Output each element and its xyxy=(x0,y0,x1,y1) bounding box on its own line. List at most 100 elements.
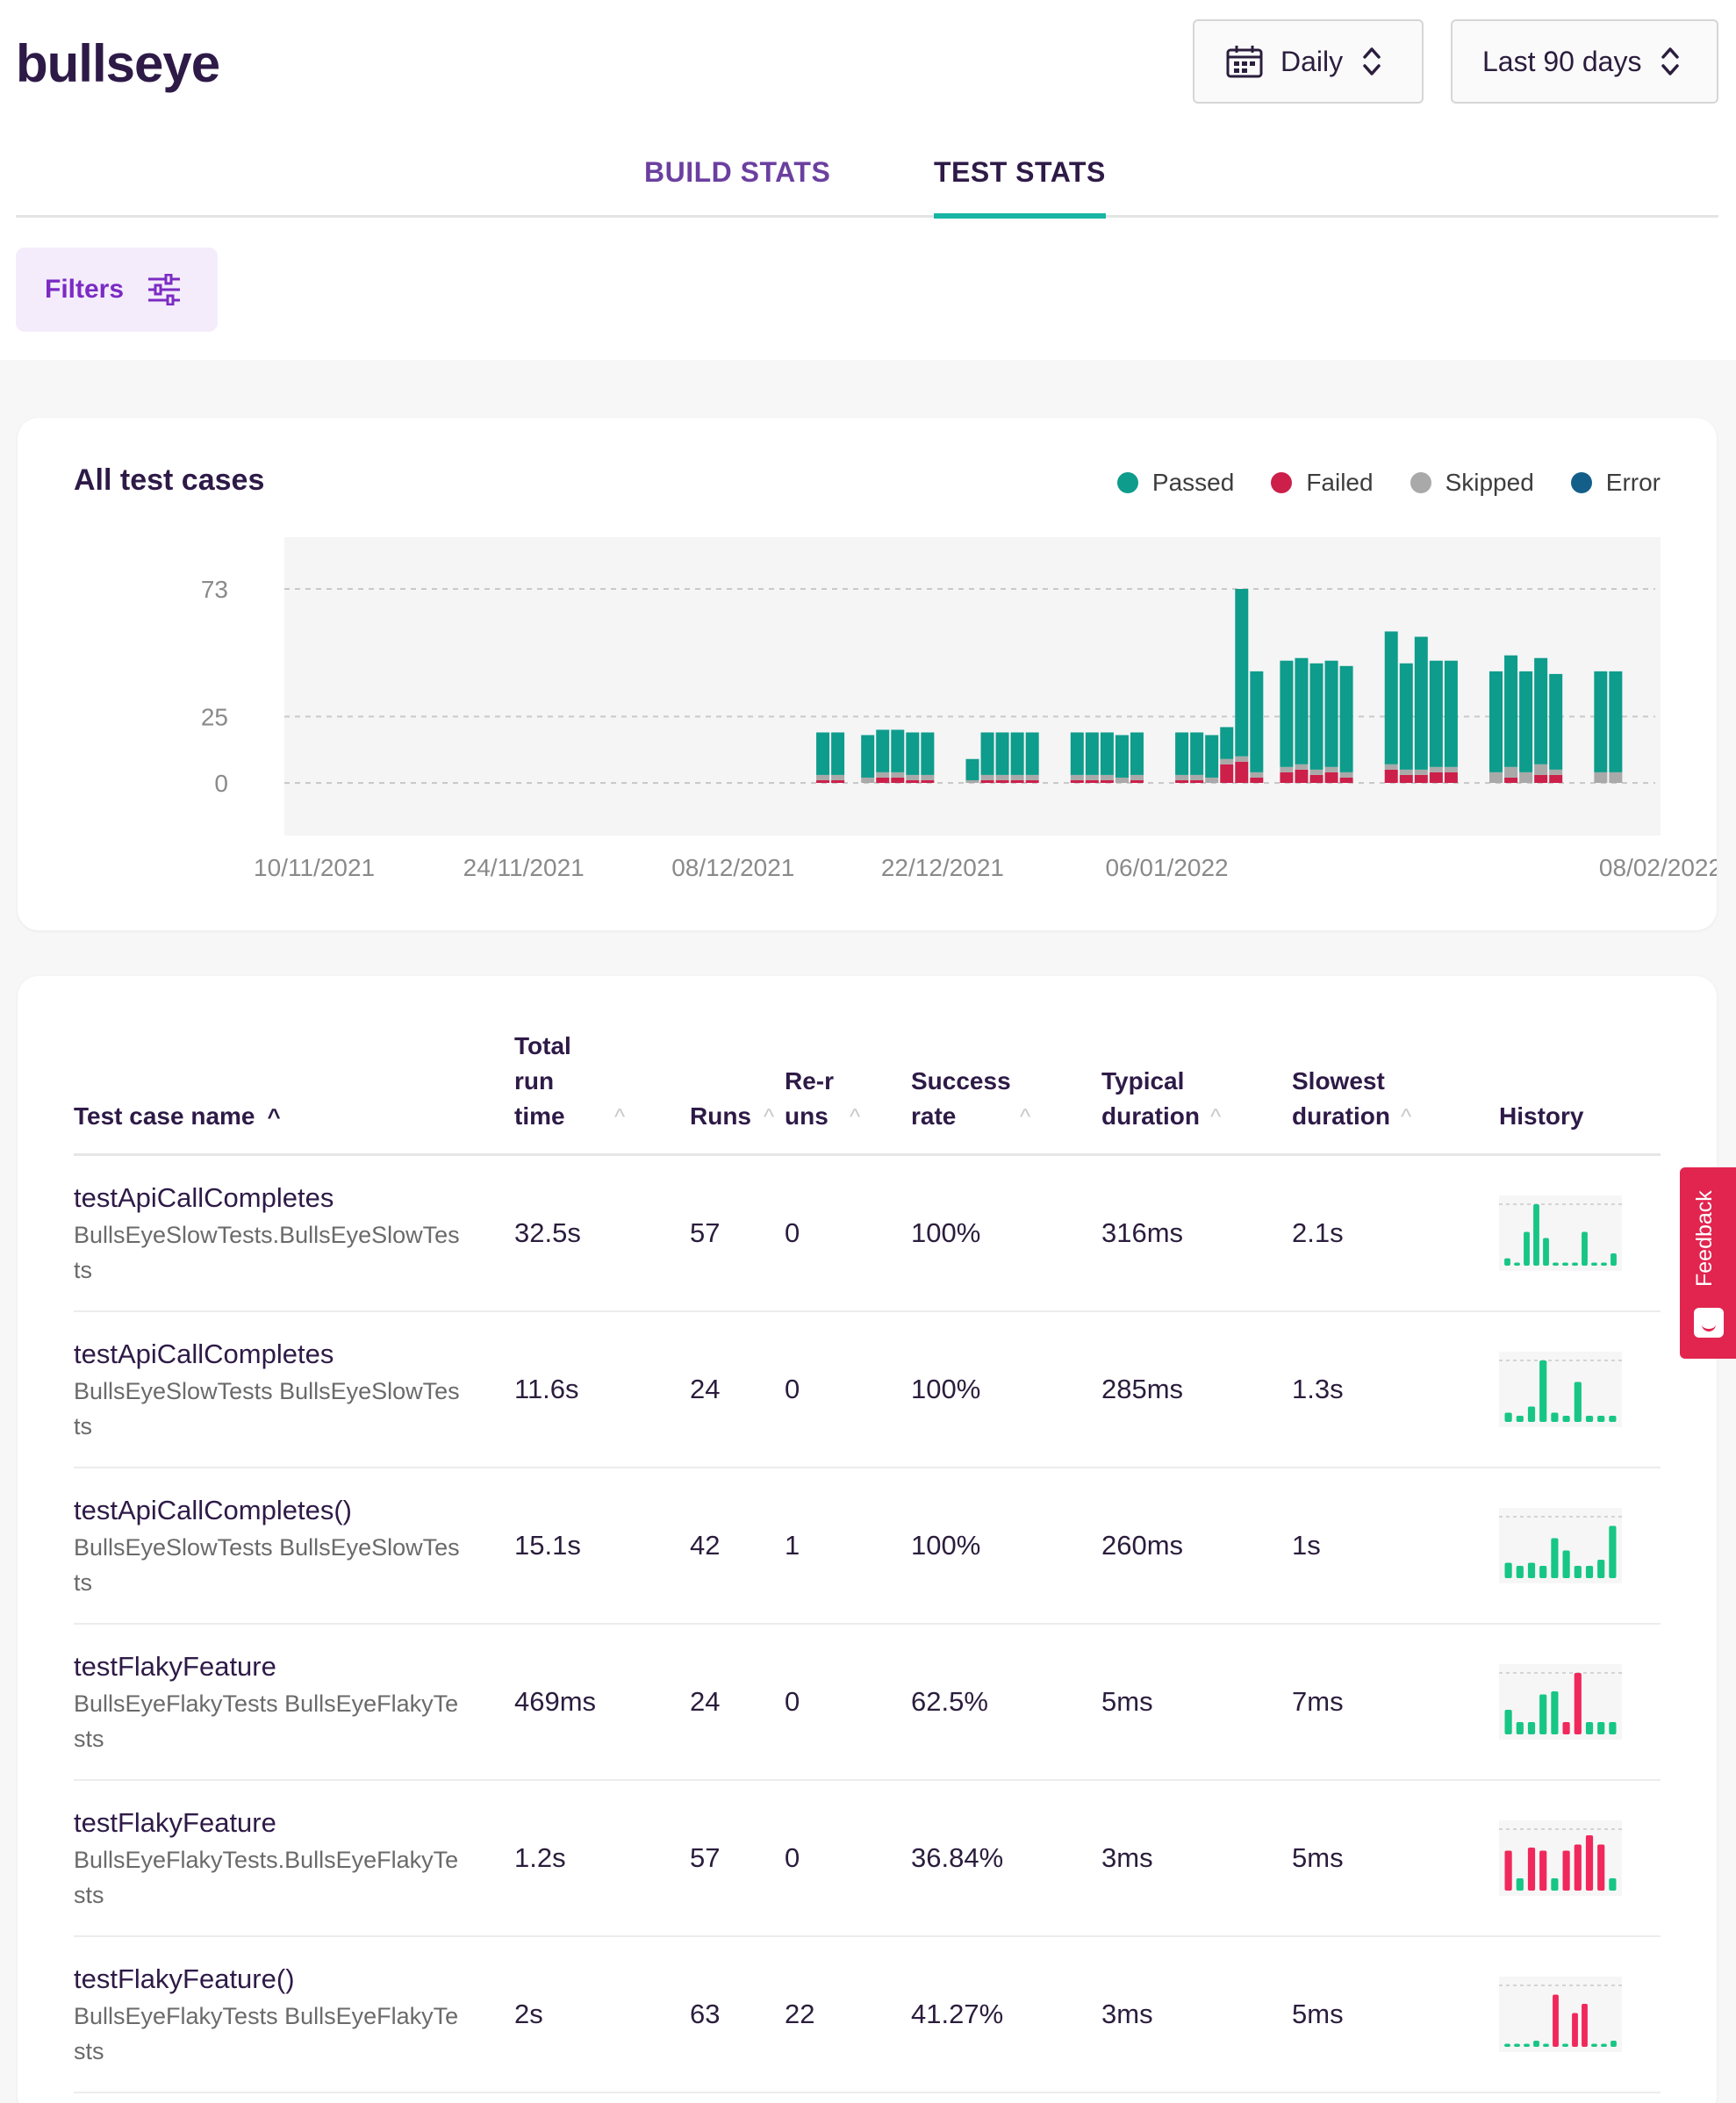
legend-dot xyxy=(1116,472,1138,493)
smiley-icon xyxy=(1694,1308,1724,1338)
feedback-tab[interactable]: Feedback xyxy=(1680,1167,1736,1359)
slowest-duration-cell: 7ms xyxy=(1292,1623,1499,1781)
history-bar-failed xyxy=(1574,1672,1582,1734)
bar-segment-passed xyxy=(1010,732,1024,775)
tab-build-stats[interactable]: BUILD STATS xyxy=(644,156,831,188)
bar-segment-skipped xyxy=(1175,774,1189,780)
table-row[interactable]: testFlakyFeature() BullsEyeFlakyTests Bu… xyxy=(74,1935,1661,2093)
test-suite-name: BullsEyeSlowTests BullsEyeSlowTests xyxy=(74,1377,460,1439)
bar-segment-failed xyxy=(1504,777,1518,783)
bar-segment-skipped xyxy=(906,774,920,780)
app-title: bullseye xyxy=(16,34,220,93)
table-row[interactable]: testApiCallCompletes() BullsEyeSlowTests… xyxy=(74,1467,1661,1625)
col-header-test-case-name[interactable]: Test case name ^ xyxy=(74,1029,514,1156)
typical-duration-cell: 3ms xyxy=(1101,1779,1292,1937)
filters-button-label: Filters xyxy=(45,275,125,304)
bar-segment-passed xyxy=(1489,671,1503,772)
bar-segment-skipped xyxy=(995,774,1009,780)
history-bar-passed xyxy=(1591,2043,1597,2047)
bar-segment-failed xyxy=(1100,779,1114,783)
runs-cell: 57 xyxy=(690,1154,785,1312)
col-header-slowest-duration[interactable]: Slowest duration ^ xyxy=(1292,1029,1499,1156)
bar-segment-failed xyxy=(831,779,845,783)
history-bar-passed xyxy=(1585,1415,1594,1422)
y-tick-label: 73 xyxy=(201,576,228,603)
bar-segment-skipped xyxy=(1429,766,1443,772)
bar-segment-skipped xyxy=(921,774,935,780)
history-bar-passed xyxy=(1609,1525,1617,1578)
legend-item-error[interactable]: Error xyxy=(1570,469,1661,497)
bar-segment-passed xyxy=(1070,732,1084,775)
history-bar-passed xyxy=(1533,2040,1539,2047)
sort-icon: ^ xyxy=(614,1103,626,1130)
bar-segment-skipped xyxy=(1489,772,1503,783)
history-sparkline[interactable] xyxy=(1499,1195,1622,1271)
filters-button[interactable]: Filters xyxy=(16,248,218,332)
history-sparkline[interactable] xyxy=(1499,1819,1622,1896)
bar-segment-skipped xyxy=(1309,769,1324,775)
legend-item-failed[interactable]: Failed xyxy=(1271,469,1374,497)
slowest-duration-cell: 2.1s xyxy=(1292,1154,1499,1312)
sliders-icon xyxy=(148,274,181,305)
bar-segment-passed xyxy=(1414,636,1428,770)
test-case-name-cell: testApiCallCompletes BullsEyeSlowTests.B… xyxy=(74,1154,514,1312)
interval-select[interactable]: Daily xyxy=(1193,19,1424,104)
history-bar-passed xyxy=(1562,1415,1570,1422)
history-sparkline[interactable] xyxy=(1499,1507,1622,1583)
table-row[interactable]: testApiCallCompletes BullsEyeSlowTests.B… xyxy=(74,1154,1661,1312)
x-tick-label: 22/12/2021 xyxy=(881,854,1004,881)
col-header-runs[interactable]: Runs ^ xyxy=(690,1029,785,1156)
bar-segment-skipped xyxy=(1444,766,1458,772)
bar-segment-failed xyxy=(1549,774,1563,783)
bar-segment-skipped xyxy=(1010,774,1024,780)
bar-segment-skipped xyxy=(1384,764,1398,770)
history-bar-passed xyxy=(1504,1709,1512,1734)
col-header-total-run-time[interactable]: Total run time ^ xyxy=(514,1029,690,1156)
col-header-typical-duration[interactable]: Typical duration ^ xyxy=(1101,1029,1292,1156)
test-case-name-cell: testFlakyFeature BullsEyeFlakyTests.Bull… xyxy=(74,1779,514,1937)
total-run-time-cell: 469ms xyxy=(514,1623,690,1781)
history-bar-passed xyxy=(1585,1565,1594,1578)
history-sparkline[interactable] xyxy=(1499,1351,1622,1427)
bar-segment-skipped xyxy=(1235,756,1249,762)
history-bar-passed xyxy=(1504,1412,1512,1422)
table-row[interactable]: testApiCallCompletes BullsEyeSlowTests B… xyxy=(74,1310,1661,1468)
col-header-label: Re-runs xyxy=(785,1067,835,1130)
date-range-select[interactable]: Last 90 days xyxy=(1451,19,1718,104)
test-suite-name: BullsEyeSlowTests.BullsEyeSlowTests xyxy=(74,1221,460,1283)
bar-segment-skipped xyxy=(1324,766,1338,772)
bar-segment-skipped xyxy=(1414,769,1428,775)
test-case-name[interactable]: testFlakyFeature xyxy=(74,1650,276,1682)
reruns-cell: 0 xyxy=(785,1310,911,1468)
test-case-name[interactable]: testApiCallCompletes xyxy=(74,1338,334,1369)
table-row[interactable]: testFlakyFeature BullsEyeFlakyTests Bull… xyxy=(74,1623,1661,1781)
runs-cell: 63 xyxy=(690,1935,785,2093)
history-bar-passed xyxy=(1597,1721,1605,1734)
success-rate-cell: 100% xyxy=(911,1467,1101,1625)
legend-item-skipped[interactable]: Skipped xyxy=(1410,469,1534,497)
col-header-success-rate[interactable]: Success rate ^ xyxy=(911,1029,1101,1156)
history-bar-failed xyxy=(1504,1850,1512,1891)
x-tick-label: 24/11/2021 xyxy=(463,854,585,881)
test-case-name[interactable]: testApiCallCompletes xyxy=(74,1181,334,1213)
stacked-bar-chart: 0 25 73 10/11/2021 24/11/2021 08/12/2021 22/12… xyxy=(201,537,1717,881)
tab-test-stats[interactable]: TEST STATS xyxy=(934,156,1106,219)
history-bar-passed xyxy=(1504,1562,1512,1578)
history-bar-passed xyxy=(1562,1262,1568,1266)
bar-segment-failed xyxy=(1130,779,1144,783)
test-cases-table: Test case name ^ Total run time ^ Runs ^ Re… xyxy=(74,1029,1661,2093)
test-case-name[interactable]: testFlakyFeature xyxy=(74,1806,276,1838)
reruns-cell: 1 xyxy=(785,1467,911,1625)
test-case-name[interactable]: testApiCallCompletes() xyxy=(74,1494,352,1525)
history-bar-passed xyxy=(1562,1550,1570,1578)
table-row[interactable]: testFlakyFeature BullsEyeFlakyTests.Bull… xyxy=(74,1779,1661,1937)
legend-item-passed[interactable]: Passed xyxy=(1116,469,1234,497)
history-bar-failed xyxy=(1562,1850,1570,1891)
history-sparkline[interactable] xyxy=(1499,1976,1622,2052)
bar-segment-passed xyxy=(1130,732,1144,775)
col-header-reruns[interactable]: Re-runs ^ xyxy=(785,1029,911,1156)
history-sparkline[interactable] xyxy=(1499,1663,1622,1740)
bar-segment-passed xyxy=(1429,660,1443,767)
bar-segment-passed xyxy=(816,732,830,775)
test-case-name[interactable]: testFlakyFeature() xyxy=(74,1963,295,1994)
